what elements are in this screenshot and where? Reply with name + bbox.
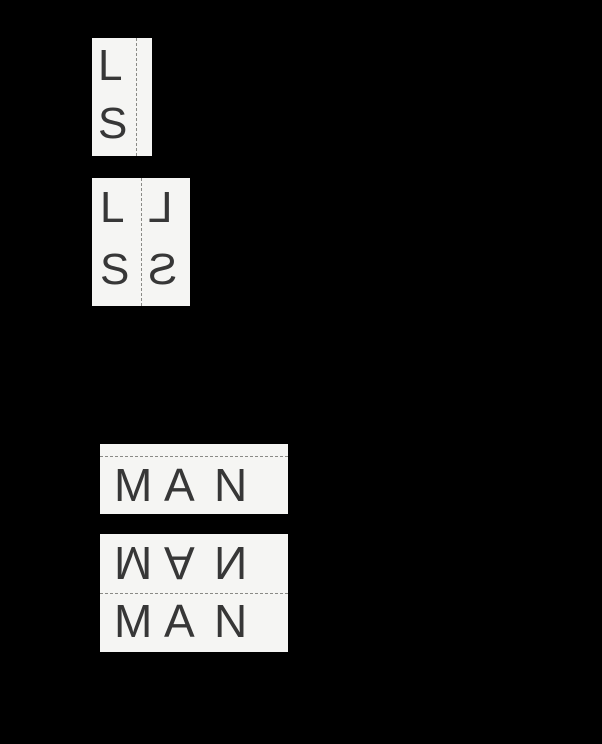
card-ls-reflected: L L S S <box>92 178 190 306</box>
symmetry-axis-horizontal <box>100 456 288 457</box>
letter-l: L <box>100 186 124 230</box>
letter-m: M <box>114 598 152 644</box>
card-man-single: M A N <box>100 444 288 514</box>
symmetry-axis-vertical <box>136 38 137 156</box>
letter-n: N <box>214 462 247 508</box>
symmetry-axis-vertical <box>141 178 142 306</box>
letter-a: A <box>164 598 195 644</box>
letter-s-mirrored: S <box>148 248 177 292</box>
letter-n: N <box>214 598 247 644</box>
letter-a-mirrored: A <box>164 540 195 586</box>
letter-l-mirrored: L <box>148 186 172 230</box>
letter-a: A <box>164 462 195 508</box>
letter-n-mirrored: N <box>214 540 247 586</box>
symmetry-axis-horizontal <box>100 593 288 594</box>
letter-l: L <box>98 44 122 88</box>
letter-s: S <box>98 102 127 146</box>
card-man-reflected: M A N M A N <box>100 534 288 652</box>
letter-s: S <box>100 248 129 292</box>
letter-m-mirrored: M <box>114 540 152 586</box>
letter-m: M <box>114 462 152 508</box>
card-ls-single: L S <box>92 38 152 156</box>
